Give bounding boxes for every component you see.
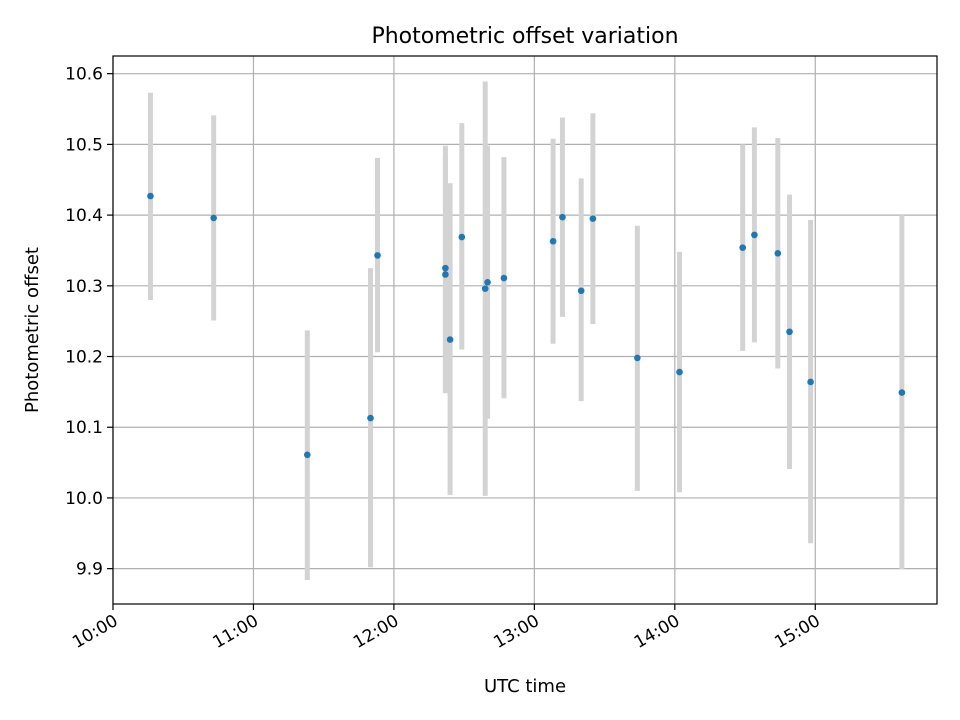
data-point xyxy=(367,414,374,422)
data-point xyxy=(481,285,489,292)
data-points xyxy=(147,192,906,459)
data-point xyxy=(807,378,814,386)
data-point xyxy=(751,231,758,239)
y-tick-label: 10.1 xyxy=(65,418,103,438)
data-point xyxy=(634,354,641,362)
y-tick-label: 10.6 xyxy=(65,65,103,85)
data-point xyxy=(559,213,566,221)
data-point xyxy=(589,215,597,222)
chart-title: Photometric offset variation xyxy=(371,24,678,49)
y-tick-label: 10.2 xyxy=(65,348,103,368)
y-tick-label: 9.9 xyxy=(76,560,103,580)
y-tick-label: 10.3 xyxy=(65,277,103,297)
data-point xyxy=(484,278,491,286)
data-point xyxy=(549,237,557,245)
y-axis-ticks: 9.9 10.0 10.1 10.2 10.3 10.4 10.5 10.6 xyxy=(65,65,113,580)
y-tick-label: 10.5 xyxy=(65,135,103,155)
y-axis-label: Photometric offset xyxy=(22,247,43,413)
data-point xyxy=(374,252,381,259)
data-point xyxy=(898,389,906,396)
data-point xyxy=(786,328,793,336)
data-point xyxy=(446,336,454,343)
data-point xyxy=(676,368,683,376)
data-point xyxy=(147,192,154,200)
y-tick-label: 10.4 xyxy=(65,206,103,226)
y-tick-label: 10.0 xyxy=(65,489,103,509)
data-point xyxy=(500,274,508,282)
data-point xyxy=(442,271,449,278)
data-point xyxy=(739,244,747,251)
data-point xyxy=(303,451,311,459)
data-point xyxy=(774,249,782,257)
grid xyxy=(112,56,937,604)
plot-frame xyxy=(112,55,938,605)
data-point xyxy=(210,214,217,222)
data-point xyxy=(458,233,466,241)
data-point xyxy=(442,264,449,272)
x-axis-label: UTC time xyxy=(484,676,566,697)
data-point xyxy=(577,287,585,295)
